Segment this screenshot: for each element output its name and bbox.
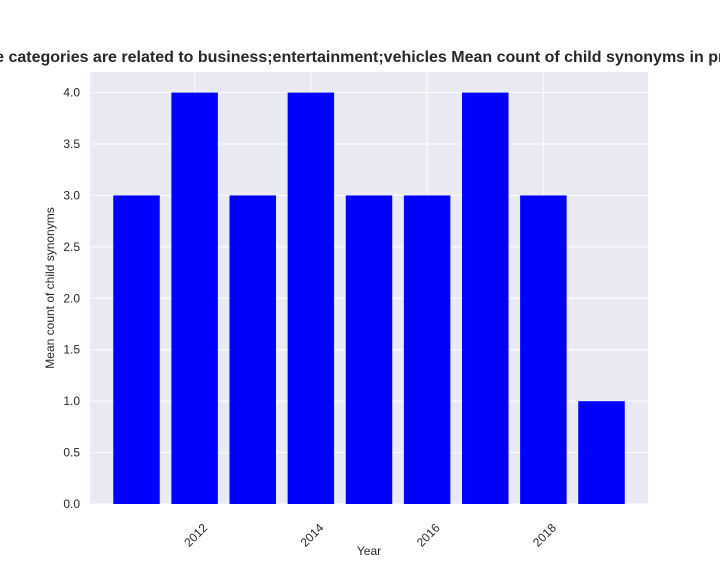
y-tick-label: 4.0	[63, 86, 80, 100]
y-tick-label: 0.5	[63, 446, 80, 460]
bar	[462, 92, 509, 505]
x-tick-label: 2014	[298, 521, 327, 550]
y-tick-label: 3.5	[63, 137, 80, 151]
x-tick-label: 2018	[530, 521, 559, 550]
y-tick-label: 1.0	[63, 394, 80, 408]
x-axis-label: Year	[357, 544, 381, 558]
y-tick-label: 2.0	[63, 291, 80, 305]
bar	[345, 195, 393, 504]
x-tick-label: 2016	[414, 521, 443, 550]
bars	[113, 92, 625, 505]
y-tick-label: 3.0	[63, 188, 80, 202]
y-axis-ticks: 0.0 0.5 1.0 1.5 2.0 2.5 3.0 3.5 4.0	[63, 86, 80, 511]
y-tick-label: 2.5	[63, 240, 80, 254]
y-tick-label: 0.0	[63, 497, 80, 511]
y-tick-label: 1.5	[63, 343, 80, 357]
bar	[113, 195, 160, 504]
bar	[171, 92, 218, 505]
bar	[520, 195, 567, 504]
chart-title: Apps whose categories are related to bus…	[0, 49, 720, 66]
bar	[578, 401, 625, 504]
bar	[229, 195, 276, 504]
x-tick-label: 2012	[181, 521, 210, 550]
y-axis-label: Mean count of child synonyms	[43, 207, 57, 368]
bar	[287, 92, 335, 505]
bar	[403, 195, 451, 504]
